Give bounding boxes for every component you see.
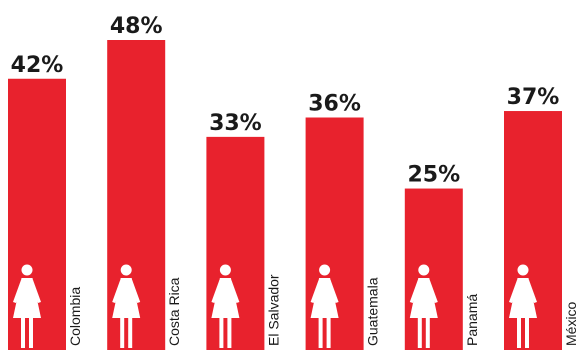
category-label-panama: Panamá — [464, 294, 480, 346]
bars-group: 42% Colombia 48% Costa Rica 33% El Salvador 36… — [8, 14, 579, 350]
category-label-mexico: México — [563, 301, 579, 346]
woman-icon — [409, 264, 438, 348]
bar-panama — [404, 188, 463, 350]
category-label-colombia: Colombia — [67, 287, 83, 346]
woman-icon — [211, 264, 240, 348]
value-label-colombia: 42% — [11, 53, 64, 78]
bar-el-salvador — [206, 136, 265, 350]
category-label-costa-rica: Costa Rica — [166, 277, 182, 346]
woman-icon — [509, 264, 537, 348]
woman-icon — [112, 264, 141, 348]
value-label-guatemala: 36% — [308, 92, 361, 117]
value-label-panama: 25% — [407, 163, 460, 188]
value-label-el-salvador: 33% — [209, 111, 262, 136]
value-label-costa-rica: 48% — [110, 14, 163, 39]
woman-icon — [310, 264, 339, 348]
category-label-el-salvador: El Salvador — [265, 274, 281, 346]
woman-icon — [13, 264, 41, 348]
value-label-mexico: 37% — [507, 85, 560, 110]
category-label-guatemala: Guatemala — [365, 277, 381, 346]
